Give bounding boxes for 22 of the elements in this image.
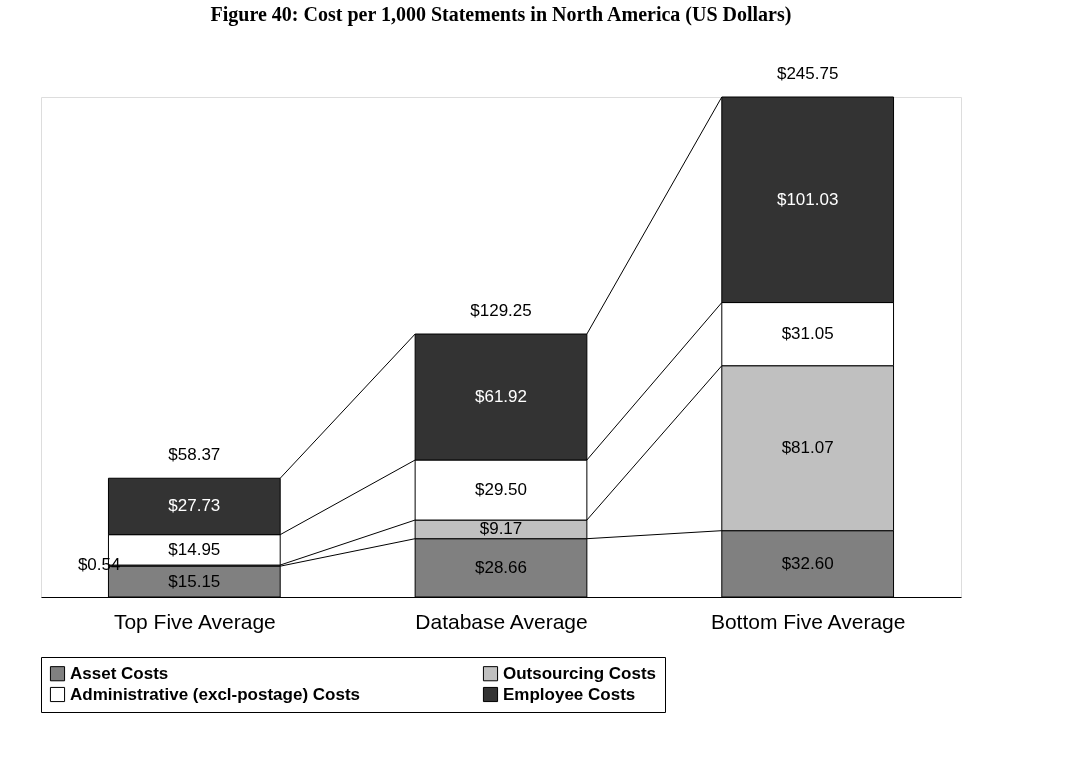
chart-title: Figure 40: Cost per 1,000 Statements in North America (US Dollars) — [210, 3, 792, 26]
data-label: $28.66 — [475, 557, 527, 577]
data-label: $32.60 — [781, 553, 834, 573]
legend-label: Administrative (excl-postage) Costs — [70, 684, 361, 704]
data-label: $14.95 — [168, 539, 221, 559]
data-label: $27.73 — [168, 496, 221, 516]
x-tick-label: Bottom Five Average — [710, 609, 906, 633]
data-label: $29.50 — [475, 480, 527, 500]
data-label: $9.17 — [479, 519, 523, 539]
data-label: $31.05 — [781, 324, 834, 344]
data-label: $101.03 — [776, 189, 839, 209]
total-label: $58.37 — [168, 445, 221, 465]
data-label: $61.92 — [475, 387, 527, 407]
x-tick-label: Database Average — [415, 609, 588, 633]
legend-label: Employee Costs — [503, 684, 636, 704]
legend-label: Asset Costs — [70, 663, 169, 683]
x-tick-label: Top Five Average — [113, 609, 276, 633]
total-label: $129.25 — [470, 301, 532, 321]
legend-label: Outsourcing Costs — [503, 663, 657, 683]
data-label: $81.07 — [781, 438, 834, 458]
data-label: $15.15 — [168, 571, 221, 591]
total-label: $245.75 — [776, 64, 839, 83]
